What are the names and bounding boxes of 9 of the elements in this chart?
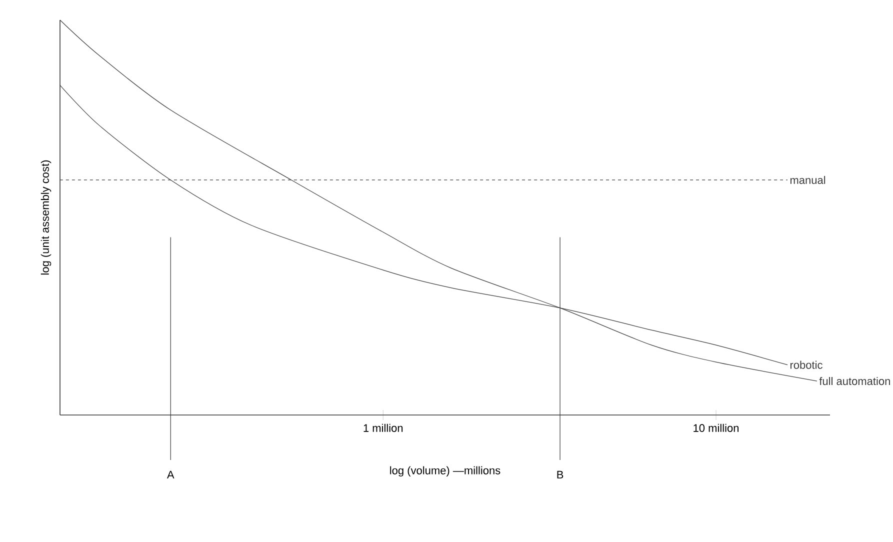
x-tick-label: 10 million	[694, 424, 739, 432]
x-axis-title: log (volume) —millions	[390, 466, 500, 477]
x-tick-label: 1 million	[364, 424, 403, 432]
series-label: full automation	[819, 376, 890, 386]
series-label: robotic	[790, 360, 822, 369]
y-axis-title: log (unit assembly cost)	[40, 160, 52, 275]
ref-line-label: B	[557, 470, 564, 478]
ref-line-label: A	[166, 470, 174, 478]
series-label: manual	[790, 176, 826, 184]
